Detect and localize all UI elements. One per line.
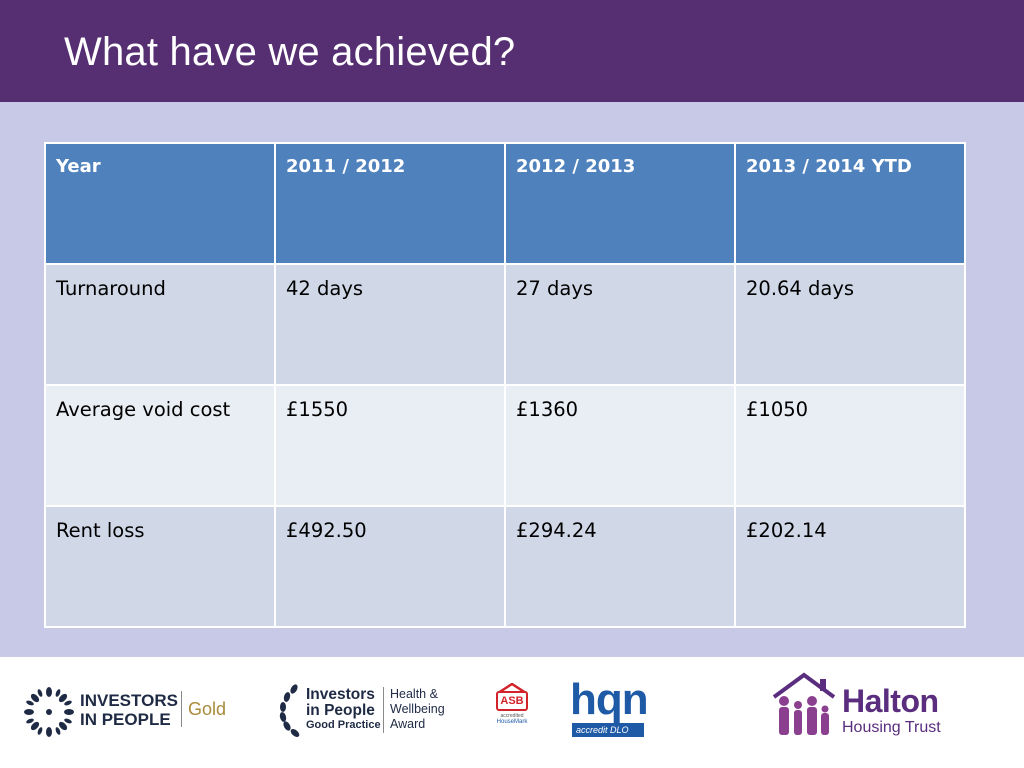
iip-tier-label: Gold <box>188 699 227 719</box>
table-row-rent-loss: Rent loss £492.50 £294.24 £202.14 <box>44 505 966 628</box>
table-cell: £294.24 <box>504 505 736 628</box>
halton-housing-trust-logo: Halton Housing Trust <box>770 671 970 743</box>
iip-good-practice-label: Good Practice <box>306 719 381 731</box>
table-cell: Turnaround <box>44 263 276 386</box>
family-house-icon <box>772 672 836 735</box>
slide-header: What have we achieved? <box>0 0 1024 102</box>
investors-in-people-gold-logo: INVESTORS IN PEOPLE Gold <box>24 685 234 741</box>
header-2013-2014-ytd: 2013 / 2014 YTD <box>734 142 966 265</box>
halton-subtitle: Housing Trust <box>842 719 941 736</box>
asb-accredited-label: accredited <box>500 713 524 719</box>
housemark-label: HouseMark <box>496 719 528 725</box>
table-cell: £1550 <box>274 384 506 507</box>
asb-accredited-logo: ASB accredited HouseMark <box>494 683 530 739</box>
slide-title: What have we achieved? <box>64 30 516 74</box>
table-cell: 20.64 days <box>734 263 966 386</box>
hqn-accredit-label: accredit DLO <box>572 723 644 737</box>
logo-footer: INVESTORS IN PEOPLE Gold Investors in Pe… <box>0 657 1024 768</box>
table-cell: £1360 <box>504 384 736 507</box>
table-row-average-void-cost: Average void cost £1550 £1360 £1050 <box>44 384 966 507</box>
table-row-turnaround: Turnaround 42 days 27 days 20.64 days <box>44 263 966 386</box>
investors-in-people-health-wellbeing-logo: Investors in People Good Practice Health… <box>276 681 466 741</box>
table-cell: £202.14 <box>734 505 966 628</box>
laurel-half-icon <box>279 684 300 737</box>
table-cell: Rent loss <box>44 505 276 628</box>
iip-wordmark: INVESTORS IN PEOPLE <box>80 691 178 729</box>
iip-wordmark: Investors in People <box>306 686 375 719</box>
laurel-wreath-icon <box>24 687 74 737</box>
logo-divider <box>181 691 182 727</box>
table-cell: 27 days <box>504 263 736 386</box>
logo-divider <box>383 687 384 733</box>
house-roof-icon <box>497 683 527 693</box>
table-header-row: Year 2011 / 2012 2012 / 2013 2013 / 2014… <box>44 142 966 265</box>
header-year: Year <box>44 142 276 265</box>
table-cell: £1050 <box>734 384 966 507</box>
achievements-table: Year 2011 / 2012 2012 / 2013 2013 / 2014… <box>44 142 966 628</box>
table-cell: 42 days <box>274 263 506 386</box>
hqn-accredit-logo: hqn accredit DLO <box>570 675 649 741</box>
slide-content: Year 2011 / 2012 2012 / 2013 2013 / 2014… <box>0 102 1024 657</box>
table-cell: Average void cost <box>44 384 276 507</box>
header-2011-2012: 2011 / 2012 <box>274 142 506 265</box>
header-2012-2013: 2012 / 2013 <box>504 142 736 265</box>
table-cell: £492.50 <box>274 505 506 628</box>
hqn-wordmark: hqn <box>570 675 649 724</box>
health-wellbeing-award-label: Health & Wellbeing Award <box>390 687 445 731</box>
halton-wordmark: Halton <box>842 683 939 719</box>
asb-tag: ASB <box>496 691 528 711</box>
